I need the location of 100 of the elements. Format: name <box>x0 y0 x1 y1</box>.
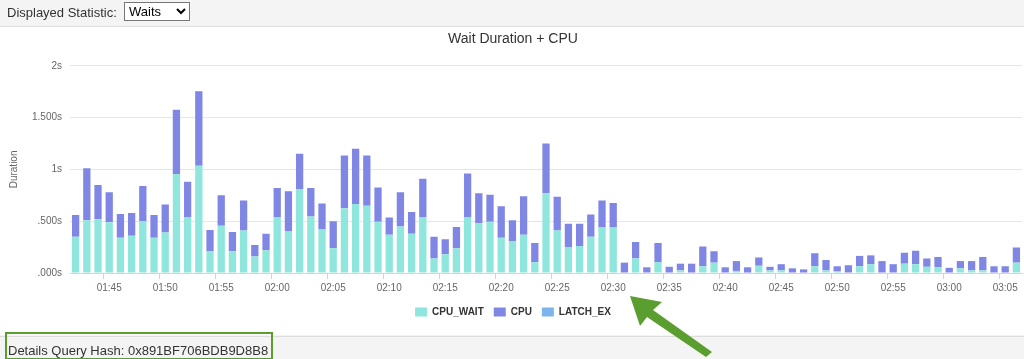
legend-label: CPU <box>510 305 532 317</box>
bar <box>228 251 237 273</box>
bar <box>161 204 169 233</box>
bar <box>374 221 382 273</box>
bar <box>766 266 774 271</box>
bar <box>71 236 80 273</box>
bar <box>94 184 102 220</box>
x-tick-label: 02:55 <box>880 281 907 293</box>
bar <box>609 203 617 228</box>
bar <box>262 250 270 273</box>
bar <box>889 264 897 273</box>
bar <box>788 268 797 273</box>
bar <box>150 214 158 238</box>
chart-title: Wait Duration + CPU <box>448 30 578 47</box>
bar <box>945 267 953 273</box>
bar <box>587 214 595 237</box>
bar <box>295 153 304 190</box>
bar <box>307 216 315 273</box>
bar <box>508 220 517 241</box>
bar <box>486 194 494 222</box>
y-tick-label: 1s <box>51 163 63 175</box>
bar <box>676 270 685 273</box>
bar <box>206 230 214 252</box>
text: Waits <box>124 2 190 21</box>
bar <box>430 236 438 259</box>
bar <box>161 232 169 273</box>
bar <box>755 265 763 273</box>
bar <box>631 241 640 259</box>
x-tick-label: 02:45 <box>768 281 795 293</box>
bar <box>105 222 113 273</box>
bar <box>564 247 573 273</box>
bar <box>855 255 864 267</box>
x-tick-label: 01:50 <box>152 281 179 293</box>
bar <box>1001 266 1009 273</box>
bar <box>654 242 662 263</box>
bar <box>183 181 192 218</box>
bar <box>475 223 483 273</box>
bar <box>923 266 931 273</box>
bar <box>833 266 841 272</box>
bar <box>631 258 640 273</box>
bar <box>587 236 595 273</box>
legend-label: LATCH_EX <box>558 305 612 317</box>
bar <box>497 237 505 273</box>
bar <box>374 187 382 222</box>
bar <box>553 230 561 273</box>
bar <box>732 261 741 271</box>
bar <box>990 266 998 273</box>
bar <box>407 233 416 273</box>
bar <box>519 234 528 273</box>
bar <box>822 260 830 271</box>
bar <box>967 261 976 271</box>
bar <box>262 233 270 251</box>
x-tick-label: 02:20 <box>488 281 515 293</box>
bar <box>867 264 875 273</box>
bar <box>923 258 931 267</box>
bar <box>643 267 651 273</box>
bar <box>273 217 281 273</box>
bar <box>956 261 965 269</box>
bar <box>855 266 864 273</box>
bar <box>228 232 237 252</box>
x-tick-label: 02:00 <box>264 281 291 293</box>
bar <box>239 230 248 273</box>
bar <box>407 211 416 234</box>
bar <box>195 165 203 273</box>
bar <box>284 191 293 232</box>
bar <box>766 270 774 273</box>
bar <box>116 237 125 273</box>
bar <box>967 270 976 273</box>
bar <box>519 196 528 235</box>
bar <box>542 193 550 273</box>
bar <box>508 240 517 273</box>
bar <box>195 91 203 166</box>
y-tick-label: 1.500s <box>31 111 63 123</box>
bar <box>542 143 550 194</box>
text: Displayed Statistic: <box>7 5 117 20</box>
bar <box>183 217 192 273</box>
bar <box>777 270 785 273</box>
bar <box>396 226 405 273</box>
bar <box>172 174 181 273</box>
bar <box>419 217 427 273</box>
bar <box>822 270 830 273</box>
x-tick-label: 02:35 <box>656 281 683 293</box>
x-tick-label: 02:30 <box>600 281 627 293</box>
bar <box>441 239 449 255</box>
bar <box>979 270 987 273</box>
bar <box>463 173 472 218</box>
bar <box>598 227 606 273</box>
bar <box>127 212 136 236</box>
bar <box>710 262 718 273</box>
bar <box>172 109 181 175</box>
bar <box>363 155 371 206</box>
bar <box>340 208 349 273</box>
x-tick-label: 03:05 <box>992 281 1019 293</box>
bar <box>867 255 875 265</box>
bar <box>452 226 461 249</box>
bar <box>385 217 393 235</box>
bar <box>497 206 505 238</box>
bar <box>1012 262 1021 273</box>
bar <box>598 200 606 228</box>
bar <box>878 261 886 273</box>
